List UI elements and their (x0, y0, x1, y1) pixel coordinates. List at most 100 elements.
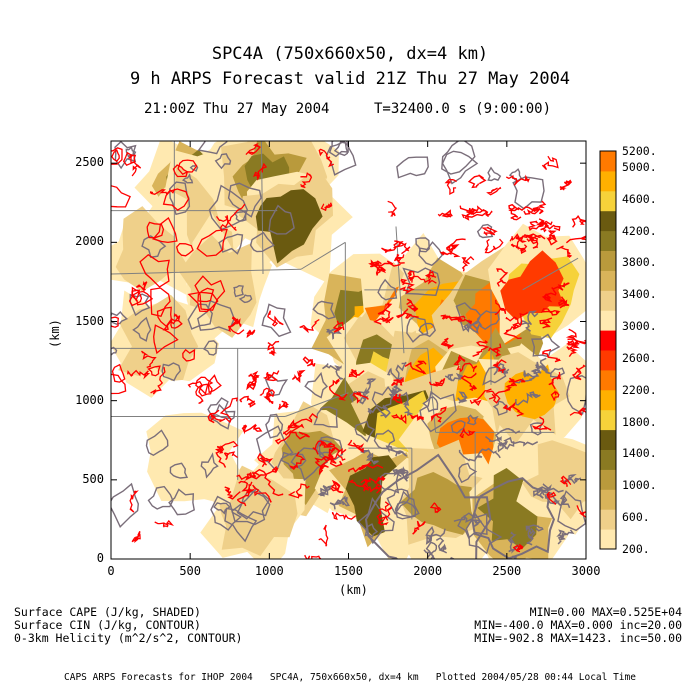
helicity-contour (282, 419, 305, 436)
x-axis-label: (km) (339, 583, 368, 597)
helicity-contours (111, 142, 586, 559)
y-tick-label: 2000 (75, 234, 104, 249)
helicity-contour (129, 490, 139, 513)
helicity-contour (453, 354, 466, 366)
helicity-contour (556, 245, 573, 258)
helicity-contour (503, 322, 522, 340)
helicity-contour (128, 289, 143, 307)
helicity-contour (220, 203, 246, 232)
cin-contour (168, 181, 191, 216)
colorbar-label: 3400. (622, 287, 657, 302)
axis-ticks (110, 141, 587, 560)
cin-contour (457, 391, 468, 404)
helicity-contour (136, 280, 148, 293)
helicity-contour (461, 256, 475, 272)
cin-contour (444, 372, 464, 382)
cin-contour (208, 184, 249, 231)
helicity-contour (162, 312, 181, 331)
colorbar (599, 150, 617, 550)
cin-contour (544, 494, 571, 509)
helicity-contour (223, 451, 238, 461)
cin-contour (435, 537, 448, 554)
cin-contour (392, 466, 408, 482)
helicity-contour (287, 483, 310, 499)
cin-contour (147, 485, 174, 510)
cape-patch (522, 440, 586, 520)
cin-contour (379, 472, 400, 494)
cin-contour (385, 445, 408, 457)
cin-contour (322, 363, 344, 380)
helicity-contour (486, 390, 501, 404)
cin-contour (197, 299, 235, 332)
helicity-contour (404, 360, 427, 375)
x-tick-label: 1500 (334, 564, 363, 578)
cin-contour (233, 284, 244, 298)
colorbar-label: 4600. (622, 191, 657, 206)
cin-contour (364, 453, 492, 559)
helicity-contour (257, 452, 274, 468)
helicity-contour (259, 387, 275, 398)
helicity-contour (515, 233, 528, 243)
state-border-line (522, 257, 579, 291)
cin-contour (523, 368, 542, 378)
cin-contour (422, 396, 439, 413)
helicity-contour (111, 147, 123, 165)
helicity-contour (122, 151, 137, 166)
cin-contour (238, 294, 253, 304)
valid-time: 21:00Z Thu 27 May 2004 (144, 101, 330, 117)
colorbar-segment (600, 170, 616, 192)
helicity-contour (395, 308, 419, 319)
helicity-contour (411, 275, 437, 285)
helicity-contour (312, 440, 326, 455)
colorbar-label: 200. (622, 542, 650, 556)
helicity-contour (440, 337, 454, 350)
colorbar-segment (600, 270, 616, 291)
helicity-contour (241, 423, 263, 435)
helicity-contour (393, 241, 411, 255)
helicity-contour (251, 468, 284, 497)
helicity-contour (460, 372, 478, 392)
helicity-contour (378, 506, 393, 526)
cin-contour (357, 497, 395, 545)
cape-patch (255, 189, 323, 264)
helicity-contour (194, 275, 226, 311)
colorbar-segment (600, 330, 616, 351)
helicity-contour (286, 413, 318, 429)
helicity-contour (347, 439, 365, 453)
state-border-line (427, 348, 437, 433)
helicity-contour (128, 153, 142, 177)
helicity-contour (182, 348, 196, 362)
x-tick-label: 2500 (492, 564, 522, 578)
helicity-contour (488, 343, 502, 357)
helicity-contour (406, 298, 419, 312)
helicity-contour (569, 407, 586, 416)
helicity-contour (237, 481, 253, 507)
helicity-contour (239, 395, 256, 408)
cin-contour (371, 386, 395, 409)
cin-contour (531, 333, 561, 358)
colorbar-label: 3800. (622, 255, 657, 270)
x-tick-label: 2000 (413, 564, 443, 578)
helicity-contour (278, 400, 289, 410)
cin-contour (425, 541, 437, 556)
helicity-contour (424, 269, 437, 280)
helicity-contour (153, 324, 179, 355)
cin-contour (264, 375, 289, 397)
cin-contour (556, 529, 575, 545)
cin-contour (402, 267, 441, 297)
helicity-contour (141, 350, 157, 369)
helicity-contour (546, 491, 557, 505)
helicity-contour (328, 446, 346, 464)
cin-contour (476, 223, 494, 239)
helicity-contour (494, 299, 507, 316)
cin-contour (224, 507, 258, 543)
cin-contour (492, 400, 509, 416)
helicity-contour (502, 401, 525, 417)
helicity-contour (127, 369, 151, 380)
helicity-contour (304, 554, 322, 559)
helicity-contour (214, 445, 227, 468)
cin-contour (329, 495, 350, 510)
helicity-contour (363, 483, 382, 494)
helicity-contour (246, 329, 256, 339)
legend-cin: Surface CIN (J/kg, CONTOUR) (14, 618, 201, 632)
